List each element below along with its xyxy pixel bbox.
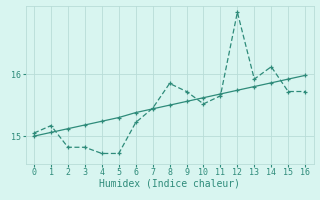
X-axis label: Humidex (Indice chaleur): Humidex (Indice chaleur) <box>99 179 240 189</box>
